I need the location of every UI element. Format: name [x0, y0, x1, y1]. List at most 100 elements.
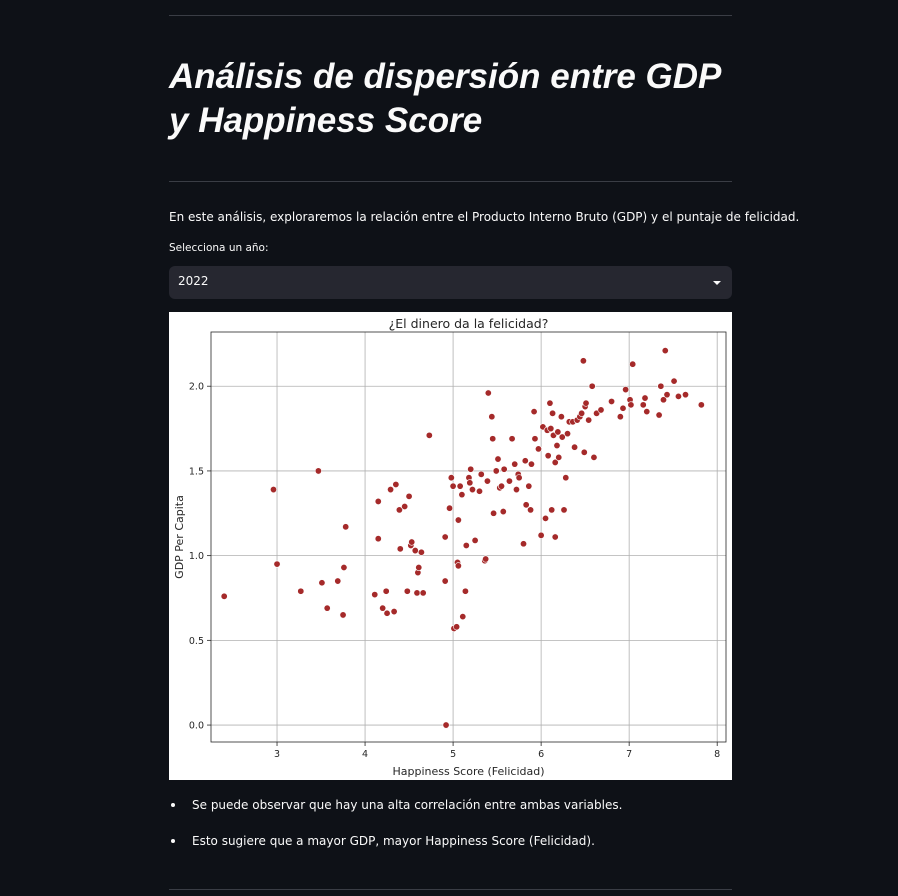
- page-title: Análisis de dispersión entre GDP y Happi…: [169, 57, 721, 140]
- data-point: [682, 391, 690, 399]
- x-tick-label: 5: [450, 749, 456, 760]
- data-point: [446, 504, 454, 512]
- y-tick-label: 0.5: [189, 636, 204, 647]
- data-point: [220, 592, 228, 600]
- chevron-down-icon[interactable]: [713, 281, 721, 285]
- data-point: [297, 587, 305, 595]
- data-point: [537, 531, 545, 539]
- data-point: [544, 452, 552, 460]
- y-tick-label: 2.0: [189, 382, 204, 393]
- data-point: [482, 555, 490, 563]
- data-point: [425, 431, 433, 439]
- data-point: [580, 448, 588, 456]
- data-point: [627, 401, 635, 409]
- data-point: [498, 482, 506, 490]
- year-select-value: 2022: [178, 274, 209, 288]
- data-point: [643, 408, 651, 416]
- data-point: [512, 486, 520, 494]
- data-point: [441, 533, 449, 541]
- data-point: [476, 487, 484, 495]
- chart-svg: 3 4 5 6 7 8 0.0 0.5 1.0 1.5 2.0 ¿El dinero da la f…: [173, 316, 727, 778]
- x-tick-label: 3: [274, 749, 280, 760]
- data-point: [622, 386, 630, 394]
- data-point: [459, 613, 467, 621]
- data-point: [548, 506, 556, 514]
- data-point: [655, 411, 663, 419]
- data-point: [314, 467, 322, 475]
- data-point: [531, 435, 539, 443]
- data-point: [273, 560, 281, 568]
- data-point: [488, 413, 496, 421]
- data-point: [639, 401, 647, 409]
- data-point: [454, 562, 462, 570]
- data-point: [534, 445, 542, 453]
- data-point: [619, 404, 627, 412]
- data-point: [379, 604, 387, 612]
- data-point: [555, 453, 563, 461]
- data-point: [562, 474, 570, 482]
- data-point: [323, 604, 331, 612]
- data-point: [590, 453, 598, 461]
- data-point: [520, 540, 528, 548]
- data-point: [663, 391, 671, 399]
- data-point: [447, 474, 455, 482]
- data-point: [542, 514, 550, 522]
- data-point: [499, 508, 507, 516]
- data-point: [392, 480, 400, 488]
- data-point: [641, 394, 649, 402]
- title-divider: [169, 181, 732, 182]
- data-point: [403, 587, 411, 595]
- data-point: [405, 492, 413, 500]
- data-point: [374, 497, 382, 505]
- data-point: [483, 477, 491, 485]
- data-point: [453, 623, 461, 631]
- y-axis-label: GDP Per Capita: [173, 495, 186, 579]
- data-point: [578, 409, 586, 417]
- data-point: [492, 467, 500, 475]
- data-point: [461, 587, 469, 595]
- plot-frame: [210, 331, 727, 743]
- data-point: [521, 457, 529, 465]
- y-tick-label: 0.0: [189, 721, 204, 732]
- data-point: [456, 482, 464, 490]
- data-point: [334, 577, 342, 585]
- data-point: [454, 516, 462, 524]
- data-point: [471, 536, 479, 544]
- data-point: [415, 563, 423, 571]
- data-point: [585, 416, 593, 424]
- chart-title: ¿El dinero da la felicidad?: [389, 316, 549, 331]
- data-point: [390, 608, 398, 616]
- data-point: [505, 477, 513, 485]
- data-point: [582, 399, 590, 407]
- data-point: [661, 347, 669, 355]
- data-point: [527, 460, 535, 468]
- data-point: [413, 589, 421, 597]
- data-point: [318, 579, 326, 587]
- data-point: [657, 382, 665, 390]
- data-point: [670, 377, 678, 385]
- year-select[interactable]: 2022: [169, 266, 732, 299]
- scatter-chart: 3 4 5 6 7 8 0.0 0.5 1.0 1.5 2.0 ¿El dinero da la f…: [169, 312, 732, 780]
- data-point: [339, 611, 347, 619]
- data-point: [616, 413, 624, 421]
- data-point: [411, 547, 419, 555]
- data-point: [551, 533, 559, 541]
- data-point: [484, 389, 492, 397]
- x-axis-label: Happiness Score (Felicidad): [392, 765, 544, 778]
- x-tick-label: 4: [362, 749, 368, 760]
- data-point: [597, 406, 605, 414]
- data-point: [564, 430, 572, 438]
- data-point: [494, 455, 502, 463]
- data-point: [553, 442, 561, 450]
- data-point: [674, 392, 682, 400]
- y-tick-label: 1.5: [189, 466, 204, 477]
- data-point: [525, 482, 533, 490]
- data-point: [458, 491, 466, 499]
- data-point: [557, 413, 565, 421]
- bottom-divider: [169, 889, 732, 890]
- data-point: [546, 399, 554, 407]
- data-point: [468, 486, 476, 494]
- findings-list: Se puede observar que hay una alta corre…: [169, 796, 732, 868]
- x-tick-label: 7: [626, 749, 632, 760]
- data-point: [462, 541, 470, 549]
